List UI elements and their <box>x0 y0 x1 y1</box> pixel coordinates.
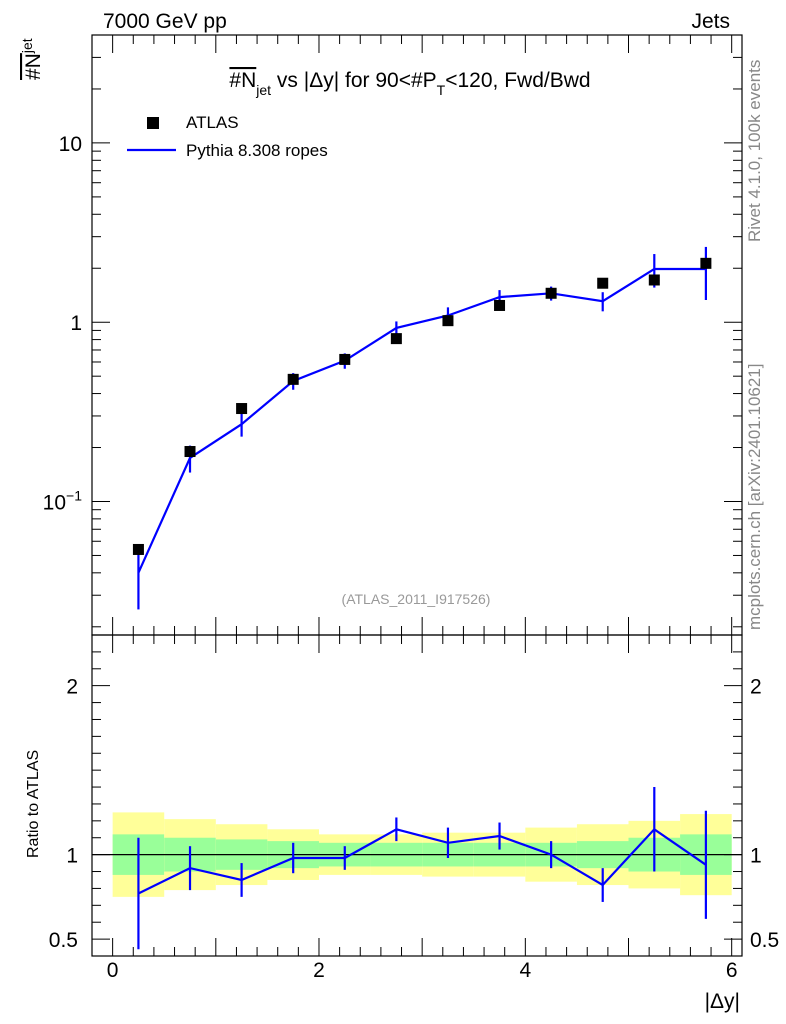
ratio-axis-ticks: 2 2 1 1 0.5 0.5 0 2 4 6 <box>49 634 779 982</box>
atlas-point <box>442 315 454 327</box>
ratio-y-tick-label-right: 0.5 <box>750 929 779 952</box>
atlas-point <box>339 353 351 365</box>
main-y-axis-title: #Njet <box>19 38 45 80</box>
atlas-point <box>236 403 248 415</box>
main-series <box>132 246 712 610</box>
atlas-point <box>494 299 506 311</box>
atlas-point <box>648 274 660 286</box>
main-y-tick-label: 1 <box>70 312 82 335</box>
ratio-y-tick-label-right: 1 <box>750 845 762 868</box>
ratio-y-tick-label-right: 2 <box>750 676 762 699</box>
legend-atlas-label: ATLAS <box>186 113 239 132</box>
ratio-y-tick-label-left: 0.5 <box>49 929 78 952</box>
ratio-series <box>137 787 707 950</box>
ratio-y-tick-label-left: 1 <box>66 845 78 868</box>
mcplots-site-label: mcplots.cern.ch [arXiv:2401.10621] <box>745 364 764 630</box>
analysis-label: (ATLAS_2011_I917526) <box>342 591 491 607</box>
x-tick-label: 2 <box>313 959 325 982</box>
legend-atlas-marker <box>147 117 159 129</box>
mc-line <box>137 267 706 574</box>
ratio-plot-frame <box>91 634 743 957</box>
main-y-tick-label: 10−1 <box>43 487 83 514</box>
process-label: Jets <box>691 10 730 33</box>
plot-title: #Njet vs |Δy| for 90<#PT<120, Fwd/Bwd <box>229 69 590 98</box>
atlas-point <box>545 287 557 299</box>
atlas-point <box>390 333 402 345</box>
legend-mc-label: Pythia 8.308 ropes <box>186 141 328 160</box>
ratio-y-tick-label-left: 2 <box>66 676 78 699</box>
beam-label: 7000 GeV pp <box>103 10 227 33</box>
atlas-point <box>132 543 144 555</box>
x-tick-label: 0 <box>107 959 119 982</box>
main-y-tick-label: 10 <box>59 133 82 156</box>
atlas-point <box>287 373 299 385</box>
ratio-line <box>137 827 707 895</box>
rivet-version-label: Rivet 4.1.0, 100k events <box>745 60 764 242</box>
legend: ATLAS Pythia 8.308 ropes <box>127 113 328 160</box>
x-tick-label: 4 <box>519 959 531 982</box>
ratio-y-axis-title: Ratio to ATLAS <box>25 750 42 858</box>
atlas-point <box>700 257 712 269</box>
x-axis-title: |Δy| <box>705 990 740 1013</box>
main-axis-ticks: 10 1 10−1 <box>43 34 742 635</box>
atlas-point <box>184 446 196 458</box>
x-tick-label: 6 <box>726 959 738 982</box>
atlas-point <box>597 277 609 289</box>
